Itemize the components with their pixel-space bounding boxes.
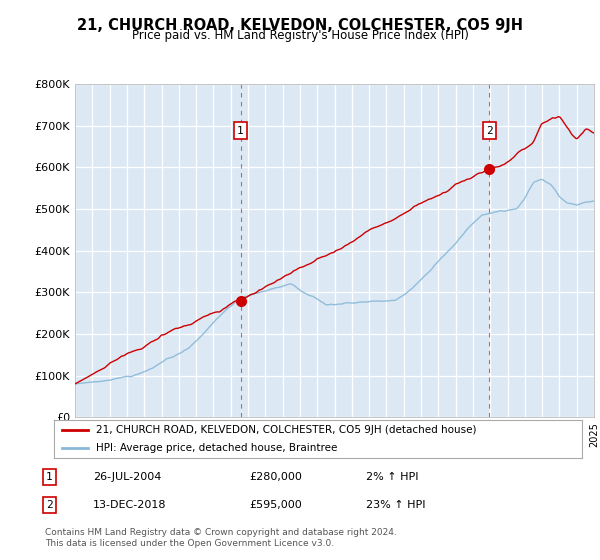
Text: £280,000: £280,000 [249, 472, 302, 482]
Text: 1: 1 [46, 472, 53, 482]
Text: 2% ↑ HPI: 2% ↑ HPI [366, 472, 419, 482]
Text: 21, CHURCH ROAD, KELVEDON, COLCHESTER, CO5 9JH: 21, CHURCH ROAD, KELVEDON, COLCHESTER, C… [77, 18, 523, 33]
Text: 2: 2 [486, 125, 493, 136]
Text: Contains HM Land Registry data © Crown copyright and database right 2024.
This d: Contains HM Land Registry data © Crown c… [45, 528, 397, 548]
Text: 2: 2 [46, 500, 53, 510]
Text: 13-DEC-2018: 13-DEC-2018 [93, 500, 167, 510]
Text: £595,000: £595,000 [249, 500, 302, 510]
Text: 26-JUL-2004: 26-JUL-2004 [93, 472, 161, 482]
Text: HPI: Average price, detached house, Braintree: HPI: Average price, detached house, Brai… [96, 443, 338, 453]
Text: Price paid vs. HM Land Registry's House Price Index (HPI): Price paid vs. HM Land Registry's House … [131, 29, 469, 42]
Text: 1: 1 [237, 125, 244, 136]
Text: 23% ↑ HPI: 23% ↑ HPI [366, 500, 425, 510]
Text: 21, CHURCH ROAD, KELVEDON, COLCHESTER, CO5 9JH (detached house): 21, CHURCH ROAD, KELVEDON, COLCHESTER, C… [96, 425, 477, 435]
